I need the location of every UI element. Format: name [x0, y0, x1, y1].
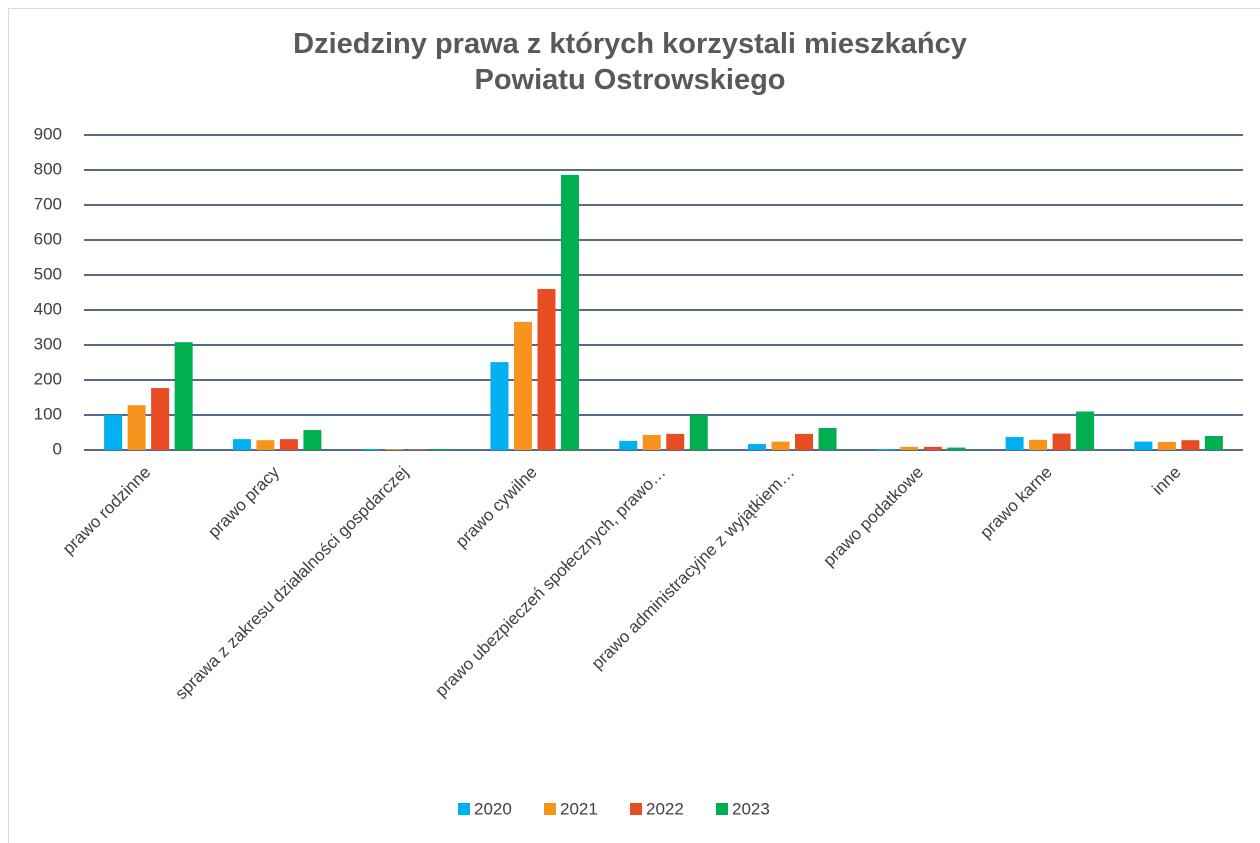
bar [1029, 439, 1048, 450]
bar [1157, 441, 1176, 450]
chart-border [8, 8, 1260, 843]
bar [151, 388, 170, 450]
bar [900, 446, 919, 450]
legend-label: 2022 [646, 799, 684, 818]
bar [174, 342, 193, 450]
bar [104, 415, 123, 450]
bar [303, 430, 322, 450]
chart-title: Dziedziny prawa z których korzystali mie… [293, 28, 967, 96]
bar [537, 289, 556, 450]
bar [666, 433, 685, 450]
x-tick-label: prawo podatkowe [819, 463, 927, 571]
x-tick-label: prawo karne [976, 463, 1056, 543]
bar [818, 427, 837, 450]
y-tick-label: 400 [34, 299, 62, 318]
bar [689, 415, 708, 450]
legend-swatch [716, 803, 728, 815]
y-tick-label: 700 [34, 194, 62, 213]
bar [232, 439, 251, 450]
legend-label: 2021 [560, 799, 598, 818]
y-tick-label: 500 [34, 264, 62, 283]
bar [1052, 433, 1071, 450]
x-tick-label: prawo ubezpieczeń społecznych, prawo… [432, 463, 670, 701]
bar [771, 441, 790, 450]
bar [1134, 441, 1153, 450]
bar [876, 448, 895, 450]
y-tick-label: 800 [34, 159, 62, 178]
x-tick-label: inne [1148, 463, 1184, 499]
x-tick-label: prawo administracyjne z wyjątkiem… [588, 463, 799, 674]
bar [1181, 440, 1200, 450]
y-tick-label: 0 [53, 439, 62, 458]
bar [1204, 436, 1223, 450]
legend-swatch [630, 803, 642, 815]
bar [432, 448, 451, 450]
y-tick-label: 300 [34, 334, 62, 353]
bar [127, 405, 146, 450]
bar [947, 447, 966, 450]
legend-swatch [458, 803, 470, 815]
y-tick-label: 900 [34, 124, 62, 143]
y-tick-label: 200 [34, 369, 62, 388]
bar [361, 448, 380, 450]
bar [795, 433, 814, 450]
bar [279, 439, 298, 450]
x-tick-label: sprawa z zakresu działalności gospdarcze… [171, 463, 412, 704]
bar [513, 321, 532, 450]
bar [923, 446, 942, 450]
legend-label: 2020 [474, 799, 512, 818]
bar [385, 449, 404, 450]
legend-label: 2023 [732, 799, 770, 818]
x-tick-label: prawo rodzinne [59, 463, 155, 559]
bar [490, 362, 509, 450]
bar [642, 434, 661, 450]
bar [408, 449, 427, 450]
bar [748, 444, 767, 450]
x-tick-label: prawo pracy [204, 462, 283, 541]
y-tick-label: 600 [34, 229, 62, 248]
bar [1076, 411, 1095, 450]
bar [619, 440, 638, 450]
legend-swatch [544, 803, 556, 815]
bar [256, 440, 275, 450]
bar [1005, 437, 1024, 450]
y-tick-label: 100 [34, 404, 62, 423]
x-tick-label: prawo cywilne [452, 463, 541, 552]
bar [560, 174, 579, 450]
